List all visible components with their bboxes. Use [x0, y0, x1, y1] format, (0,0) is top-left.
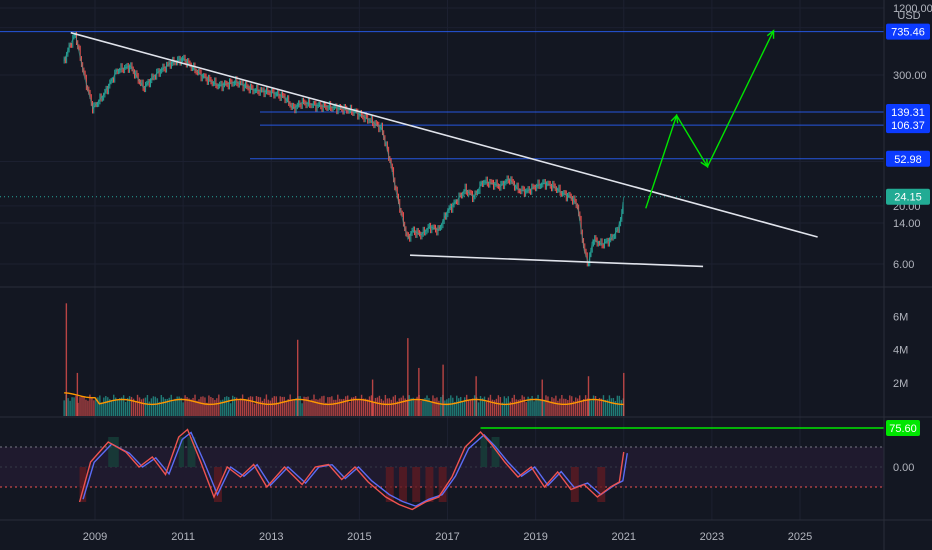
oscillator-zone-shading — [385, 467, 394, 502]
volume-tick-label: 4M — [893, 345, 908, 357]
oscillator-zone-shading — [108, 437, 119, 467]
level-badge-label: 106.37 — [891, 120, 925, 132]
oscillator-zone-shading — [480, 437, 488, 467]
oscillator-zone-shading — [187, 437, 196, 467]
oscillator-zone-shading — [178, 437, 185, 467]
volume-tick-label: 6M — [893, 312, 908, 324]
oscillator-zone-shading — [79, 467, 87, 502]
projection-path[interactable] — [645, 29, 775, 209]
oscillator-zone-shading — [399, 467, 407, 502]
level-badge — [886, 23, 930, 40]
trendline[interactable] — [410, 254, 704, 268]
projection-arrowhead — [700, 158, 709, 169]
oscillator-zone-shading — [412, 467, 421, 502]
volume-panel — [63, 303, 625, 416]
oscillator-zone-shading — [438, 467, 447, 502]
price-tick-label: 14.00 — [893, 218, 921, 230]
currency-label: USD — [897, 10, 920, 22]
x-tick-label: 2025 — [788, 531, 812, 543]
x-tick-label: 2023 — [700, 531, 724, 543]
oscillator-level-badge — [886, 420, 920, 436]
projection-arrowhead — [766, 29, 775, 39]
x-tick-label: 2011 — [171, 531, 195, 543]
price-tick-label: 300.00 — [893, 70, 927, 82]
horizontal-levels — [0, 31, 884, 198]
oscillator-zone-shading — [425, 467, 434, 502]
time-axis[interactable]: 2009 2011 2013 2015 2017 2019 2021 2023 2025 — [83, 531, 812, 543]
x-tick-label: 2017 — [435, 531, 459, 543]
price-tick-label: 1200.00 — [893, 3, 932, 15]
price-series — [63, 31, 625, 267]
x-tick-label: 2019 — [523, 531, 547, 543]
oscillator-tick-label: 0.00 — [893, 462, 914, 474]
oscillator-zone-shading — [570, 467, 579, 502]
level-badge — [886, 104, 930, 121]
last-price-badge — [886, 188, 930, 205]
price-tick-label: 6.00 — [893, 259, 914, 271]
x-tick-label: 2021 — [612, 531, 636, 543]
oscillator-zone-shading — [491, 437, 500, 467]
x-tick-label: 2015 — [347, 531, 371, 543]
oscillator-zone-shading — [597, 467, 606, 502]
level-badge-label: 52.98 — [894, 154, 922, 166]
oscillator-line — [78, 428, 625, 511]
oscillator-zone-shading — [213, 467, 222, 502]
level-badge — [886, 150, 930, 167]
oscillator-panel — [0, 427, 884, 511]
oscillator-level-label: 75.60 — [889, 423, 917, 435]
volume-tick-label: 2M — [893, 378, 908, 390]
level-badge — [886, 117, 930, 134]
price-line — [63, 32, 625, 265]
x-tick-label: 2013 — [259, 531, 283, 543]
trendlines[interactable] — [70, 31, 818, 268]
volume-moving-average — [64, 392, 624, 406]
x-tick-label: 2009 — [83, 531, 107, 543]
projection-arrowhead — [670, 113, 679, 124]
projection-line[interactable] — [645, 30, 775, 209]
level-badge-label: 735.46 — [891, 27, 925, 39]
level-badge-label: 139.31 — [891, 107, 925, 119]
last-price-label: 24.15 — [894, 192, 922, 204]
trendline[interactable] — [70, 31, 818, 238]
oscillator-signal-line — [82, 431, 628, 507]
